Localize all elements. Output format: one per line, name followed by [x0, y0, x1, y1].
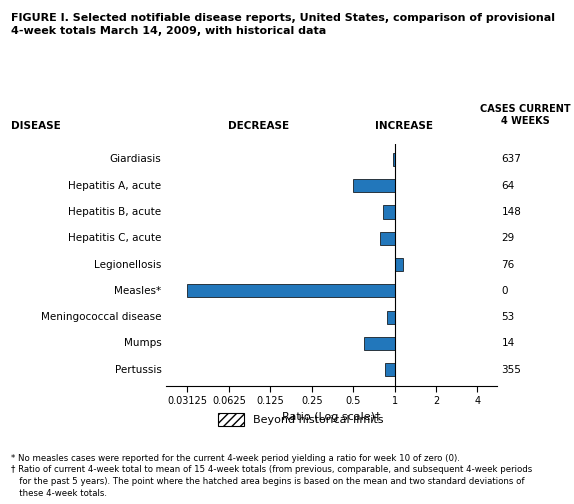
Text: 29: 29 — [502, 233, 515, 243]
Text: Hepatitis B, acute: Hepatitis B, acute — [68, 207, 161, 217]
X-axis label: Ratio (Log scale)†: Ratio (Log scale)† — [282, 412, 381, 421]
Bar — [387, 310, 394, 324]
Text: 637: 637 — [502, 154, 521, 164]
Text: * No measles cases were reported for the current 4-week period yielding a ratio : * No measles cases were reported for the… — [11, 454, 533, 498]
Text: DECREASE: DECREASE — [228, 121, 289, 131]
Text: Meningococcal disease: Meningococcal disease — [41, 312, 161, 322]
Text: Pertussis: Pertussis — [115, 365, 161, 375]
Text: 76: 76 — [502, 260, 515, 270]
Text: Legionellosis: Legionellosis — [94, 260, 161, 270]
Bar — [380, 232, 394, 245]
Text: 53: 53 — [502, 312, 515, 322]
Bar — [394, 258, 403, 271]
Bar — [383, 206, 394, 219]
Text: Beyond historical limits: Beyond historical limits — [253, 415, 383, 424]
Text: CASES CURRENT
4 WEEKS: CASES CURRENT 4 WEEKS — [480, 104, 571, 126]
Bar — [393, 153, 394, 166]
Bar — [385, 363, 394, 376]
Text: 0: 0 — [502, 286, 508, 296]
Text: DISEASE: DISEASE — [11, 121, 61, 131]
Bar — [188, 284, 394, 297]
Text: Hepatitis C, acute: Hepatitis C, acute — [68, 233, 161, 243]
Text: Giardiasis: Giardiasis — [110, 154, 161, 164]
Text: Hepatitis A, acute: Hepatitis A, acute — [68, 181, 161, 191]
Text: 64: 64 — [502, 181, 515, 191]
Bar — [353, 179, 394, 193]
Text: Measles*: Measles* — [114, 286, 161, 296]
Text: 355: 355 — [502, 365, 521, 375]
Bar — [364, 337, 394, 350]
Text: 148: 148 — [502, 207, 521, 217]
Text: 14: 14 — [502, 339, 515, 348]
Text: Mumps: Mumps — [124, 339, 161, 348]
Text: INCREASE: INCREASE — [375, 121, 433, 131]
Text: FIGURE I. Selected notifiable disease reports, United States, comparison of prov: FIGURE I. Selected notifiable disease re… — [11, 13, 556, 36]
